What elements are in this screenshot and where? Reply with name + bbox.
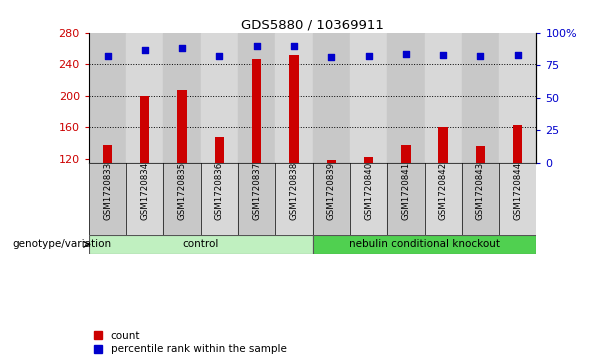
Bar (424, 33, 462, 163)
Point (476, 53, 485, 59)
Bar (401, 145, 411, 163)
Bar (462, 33, 499, 163)
Bar (289, 55, 299, 163)
Bar (164, 33, 200, 163)
Bar (89, 33, 126, 163)
Bar (177, 90, 187, 163)
Text: nebulin conditional knockout: nebulin conditional knockout (349, 239, 500, 249)
Bar (387, 33, 424, 163)
Point (438, 52, 448, 58)
Bar (103, 145, 112, 163)
Point (215, 53, 224, 59)
Bar (252, 59, 261, 163)
Bar (513, 125, 522, 163)
Bar (275, 33, 313, 163)
Bar (126, 33, 164, 163)
Bar (201, 163, 238, 234)
Text: control: control (183, 239, 219, 249)
Bar (140, 96, 150, 163)
Bar (313, 163, 350, 234)
Bar (275, 163, 313, 234)
Legend: count, percentile rank within the sample: count, percentile rank within the sample (94, 331, 287, 354)
Bar (164, 163, 200, 234)
Point (401, 50, 411, 56)
Bar (462, 163, 499, 234)
Bar (89, 234, 313, 254)
Bar (238, 163, 275, 234)
Point (177, 45, 187, 51)
Point (140, 47, 150, 53)
Bar (350, 163, 387, 234)
Bar (215, 137, 224, 163)
Point (513, 52, 523, 58)
Bar (499, 163, 536, 234)
Bar (364, 158, 373, 163)
Point (364, 53, 373, 59)
Bar (424, 163, 462, 234)
Bar (438, 127, 448, 163)
Point (102, 53, 112, 59)
Bar (327, 160, 336, 163)
Bar (313, 33, 350, 163)
Bar (350, 33, 387, 163)
Bar (476, 146, 485, 163)
Bar (313, 234, 536, 254)
Bar (238, 33, 275, 163)
Bar (201, 33, 238, 163)
Point (252, 43, 262, 49)
Bar (387, 163, 424, 234)
Point (326, 54, 336, 60)
Bar (126, 163, 164, 234)
Bar (89, 163, 126, 234)
Title: GDS5880 / 10369911: GDS5880 / 10369911 (241, 19, 384, 32)
Bar (499, 33, 536, 163)
Point (289, 43, 299, 49)
Text: genotype/variation: genotype/variation (12, 239, 112, 249)
